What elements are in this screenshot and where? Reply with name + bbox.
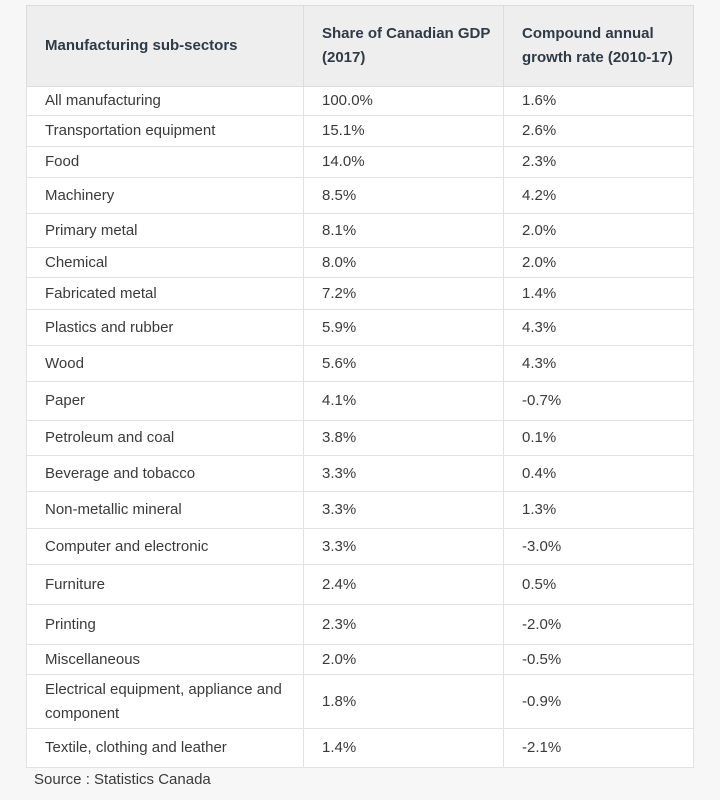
- cell-growth-rate: 0.4%: [503, 455, 694, 492]
- cell-gdp-share: 1.8%: [303, 674, 504, 729]
- table-row: Wood 5.6% 4.3%: [26, 345, 694, 382]
- cell-sub-sector: Food: [26, 146, 304, 178]
- cell-growth-rate: -0.7%: [503, 381, 694, 421]
- table-row: Food 14.0% 2.3%: [26, 146, 694, 178]
- cell-growth-rate: -2.0%: [503, 604, 694, 645]
- cell-gdp-share: 15.1%: [303, 115, 504, 147]
- table-header: Manufacturing sub-sectors Share of Canad…: [26, 5, 694, 87]
- cell-gdp-share: 2.4%: [303, 564, 504, 605]
- source-note: Source : Statistics Canada: [34, 771, 211, 788]
- header-row: Manufacturing sub-sectors Share of Canad…: [26, 5, 694, 87]
- cell-gdp-share: 3.3%: [303, 455, 504, 492]
- cell-sub-sector: Transportation equipment: [26, 115, 304, 147]
- header-growth-rate: Compound annual growth rate (2010-17): [503, 5, 694, 87]
- table-row: Transportation equipment 15.1% 2.6%: [26, 115, 694, 147]
- cell-gdp-share: 3.3%: [303, 491, 504, 529]
- table-row: Miscellaneous 2.0% -0.5%: [26, 644, 694, 675]
- table-row: Machinery 8.5% 4.2%: [26, 177, 694, 214]
- cell-growth-rate: 4.2%: [503, 177, 694, 214]
- manufacturing-table: Manufacturing sub-sectors Share of Canad…: [26, 5, 694, 768]
- table-row: Printing 2.3% -2.0%: [26, 604, 694, 645]
- cell-growth-rate: 2.0%: [503, 213, 694, 248]
- cell-growth-rate: 0.1%: [503, 420, 694, 456]
- cell-gdp-share: 5.9%: [303, 309, 504, 346]
- cell-growth-rate: 4.3%: [503, 309, 694, 346]
- table-row: Textile, clothing and leather 1.4% -2.1%: [26, 728, 694, 768]
- cell-sub-sector: Miscellaneous: [26, 644, 304, 675]
- table-row: Non-metallic mineral 3.3% 1.3%: [26, 491, 694, 529]
- table-row: All manufacturing 100.0% 1.6%: [26, 86, 694, 116]
- table-row: Petroleum and coal 3.8% 0.1%: [26, 420, 694, 456]
- cell-gdp-share: 2.0%: [303, 644, 504, 675]
- header-gdp-share: Share of Canadian GDP (2017): [303, 5, 504, 87]
- cell-growth-rate: 1.4%: [503, 277, 694, 310]
- cell-sub-sector: Computer and electronic: [26, 528, 304, 565]
- cell-sub-sector: Non-metallic mineral: [26, 491, 304, 529]
- table-row: Plastics and rubber 5.9% 4.3%: [26, 309, 694, 346]
- cell-sub-sector: Chemical: [26, 247, 304, 278]
- table-row: Fabricated metal 7.2% 1.4%: [26, 277, 694, 310]
- cell-growth-rate: 2.6%: [503, 115, 694, 147]
- cell-gdp-share: 3.8%: [303, 420, 504, 456]
- cell-sub-sector: Fabricated metal: [26, 277, 304, 310]
- cell-growth-rate: -2.1%: [503, 728, 694, 768]
- cell-growth-rate: 1.6%: [503, 86, 694, 116]
- table-body: All manufacturing 100.0% 1.6% Transportatio…: [26, 86, 694, 768]
- cell-sub-sector: Primary metal: [26, 213, 304, 248]
- cell-sub-sector: Beverage and tobacco: [26, 455, 304, 492]
- cell-growth-rate: 2.3%: [503, 146, 694, 178]
- cell-gdp-share: 8.1%: [303, 213, 504, 248]
- table-row: Primary metal 8.1% 2.0%: [26, 213, 694, 248]
- cell-growth-rate: 1.3%: [503, 491, 694, 529]
- cell-gdp-share: 8.0%: [303, 247, 504, 278]
- table-row: Electrical equipment, appliance and comp…: [26, 674, 694, 729]
- manufacturing-table-container: Manufacturing sub-sectors Share of Canad…: [26, 5, 694, 768]
- table-row: Beverage and tobacco 3.3% 0.4%: [26, 455, 694, 492]
- cell-sub-sector: Textile, clothing and leather: [26, 728, 304, 768]
- cell-gdp-share: 8.5%: [303, 177, 504, 214]
- cell-sub-sector: Printing: [26, 604, 304, 645]
- cell-gdp-share: 3.3%: [303, 528, 504, 565]
- cell-sub-sector: Wood: [26, 345, 304, 382]
- cell-gdp-share: 1.4%: [303, 728, 504, 768]
- cell-gdp-share: 14.0%: [303, 146, 504, 178]
- table-row: Paper 4.1% -0.7%: [26, 381, 694, 421]
- header-sub-sectors: Manufacturing sub-sectors: [26, 5, 304, 87]
- cell-sub-sector: Electrical equipment, appliance and comp…: [26, 674, 304, 729]
- cell-sub-sector: Paper: [26, 381, 304, 421]
- cell-sub-sector: Plastics and rubber: [26, 309, 304, 346]
- cell-growth-rate: 0.5%: [503, 564, 694, 605]
- cell-gdp-share: 5.6%: [303, 345, 504, 382]
- cell-growth-rate: 4.3%: [503, 345, 694, 382]
- cell-growth-rate: -3.0%: [503, 528, 694, 565]
- cell-growth-rate: -0.9%: [503, 674, 694, 729]
- cell-sub-sector: Furniture: [26, 564, 304, 605]
- cell-gdp-share: 7.2%: [303, 277, 504, 310]
- cell-growth-rate: -0.5%: [503, 644, 694, 675]
- table-row: Furniture 2.4% 0.5%: [26, 564, 694, 605]
- cell-sub-sector: Petroleum and coal: [26, 420, 304, 456]
- cell-sub-sector: All manufacturing: [26, 86, 304, 116]
- cell-gdp-share: 2.3%: [303, 604, 504, 645]
- cell-growth-rate: 2.0%: [503, 247, 694, 278]
- cell-gdp-share: 4.1%: [303, 381, 504, 421]
- table-row: Chemical 8.0% 2.0%: [26, 247, 694, 278]
- cell-gdp-share: 100.0%: [303, 86, 504, 116]
- table-row: Computer and electronic 3.3% -3.0%: [26, 528, 694, 565]
- cell-sub-sector: Machinery: [26, 177, 304, 214]
